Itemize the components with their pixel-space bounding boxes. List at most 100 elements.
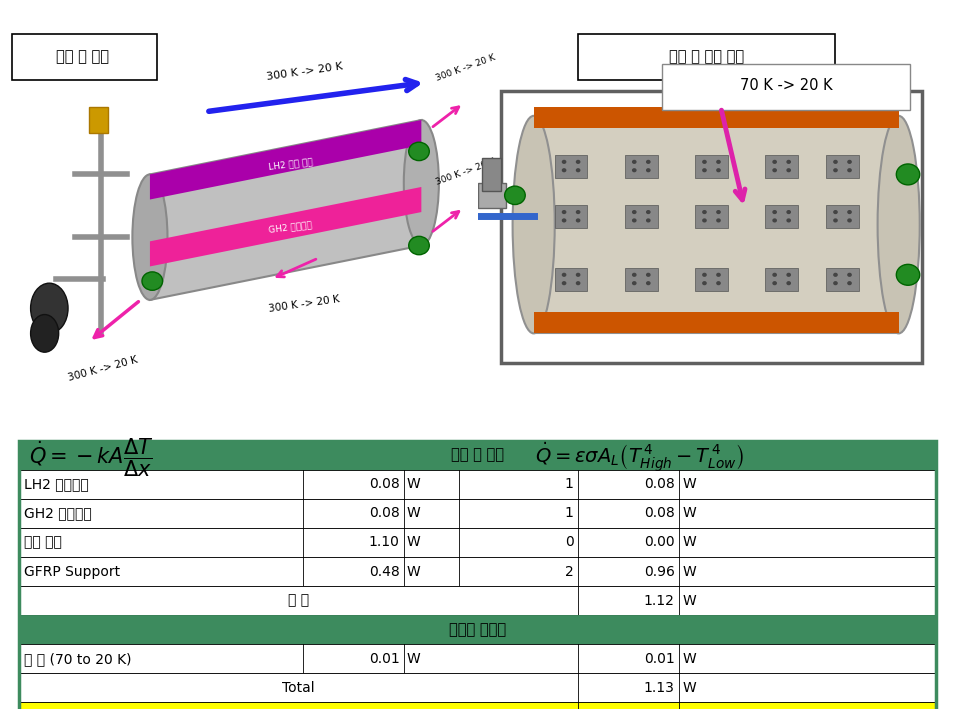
Circle shape bbox=[409, 143, 430, 161]
Circle shape bbox=[562, 210, 566, 214]
Text: 2: 2 bbox=[565, 564, 574, 579]
Ellipse shape bbox=[31, 283, 68, 333]
Circle shape bbox=[773, 281, 777, 285]
Text: 0.00: 0.00 bbox=[644, 535, 674, 549]
Bar bbox=[19, 703, 936, 709]
Circle shape bbox=[773, 210, 777, 214]
Circle shape bbox=[847, 160, 852, 164]
Circle shape bbox=[646, 168, 650, 172]
Circle shape bbox=[646, 210, 650, 214]
Circle shape bbox=[632, 168, 637, 172]
Text: W: W bbox=[682, 506, 696, 520]
Polygon shape bbox=[150, 120, 421, 300]
Circle shape bbox=[632, 273, 637, 277]
Text: 0.96: 0.96 bbox=[644, 564, 674, 579]
Text: 복사열 침입량: 복사열 침입량 bbox=[449, 623, 506, 637]
Text: W: W bbox=[682, 564, 696, 579]
Text: 1.10: 1.10 bbox=[369, 535, 399, 549]
Circle shape bbox=[702, 168, 707, 172]
Circle shape bbox=[897, 264, 920, 285]
Text: LH2 주입포트: LH2 주입포트 bbox=[24, 477, 89, 491]
Circle shape bbox=[576, 273, 581, 277]
Bar bbox=[19, 615, 936, 644]
Bar bbox=[826, 205, 859, 228]
Bar bbox=[19, 528, 936, 557]
Circle shape bbox=[833, 160, 838, 164]
Bar bbox=[695, 205, 728, 228]
Circle shape bbox=[716, 160, 721, 164]
Circle shape bbox=[847, 210, 852, 214]
Text: 센서 포트: 센서 포트 bbox=[24, 535, 61, 549]
Bar bbox=[478, 183, 505, 208]
Bar bbox=[19, 644, 936, 674]
Circle shape bbox=[632, 281, 637, 285]
Ellipse shape bbox=[878, 116, 920, 333]
Bar bbox=[89, 108, 108, 133]
Circle shape bbox=[833, 218, 838, 223]
Circle shape bbox=[646, 160, 650, 164]
Circle shape bbox=[576, 218, 581, 223]
Bar bbox=[625, 268, 658, 291]
Bar bbox=[19, 498, 936, 528]
Circle shape bbox=[142, 272, 162, 290]
Bar bbox=[826, 268, 859, 291]
Circle shape bbox=[576, 210, 581, 214]
Circle shape bbox=[632, 160, 637, 164]
Text: W: W bbox=[407, 477, 421, 491]
Text: W: W bbox=[682, 477, 696, 491]
Circle shape bbox=[773, 160, 777, 164]
FancyBboxPatch shape bbox=[11, 34, 157, 80]
Text: W: W bbox=[682, 535, 696, 549]
Text: 0.08: 0.08 bbox=[369, 477, 399, 491]
Circle shape bbox=[847, 168, 852, 172]
Bar bbox=[555, 205, 587, 228]
Text: 0.01: 0.01 bbox=[369, 652, 399, 666]
Circle shape bbox=[504, 186, 525, 204]
Ellipse shape bbox=[133, 174, 167, 300]
Polygon shape bbox=[534, 108, 899, 128]
Circle shape bbox=[847, 281, 852, 285]
Text: W: W bbox=[682, 593, 696, 608]
Bar bbox=[695, 155, 728, 178]
Text: 0.08: 0.08 bbox=[644, 477, 674, 491]
Text: 300 K -> 20 K: 300 K -> 20 K bbox=[435, 157, 497, 187]
Circle shape bbox=[562, 218, 566, 223]
Text: 1: 1 bbox=[564, 477, 574, 491]
Ellipse shape bbox=[513, 116, 555, 333]
Text: W: W bbox=[682, 681, 696, 695]
Text: 0: 0 bbox=[565, 535, 574, 549]
Bar bbox=[19, 674, 936, 703]
Text: 300 K -> 20 K: 300 K -> 20 K bbox=[435, 52, 497, 82]
Circle shape bbox=[702, 218, 707, 223]
Circle shape bbox=[716, 218, 721, 223]
Text: GH2 배출포트: GH2 배출포트 bbox=[268, 220, 312, 234]
Text: 1: 1 bbox=[564, 506, 574, 520]
Polygon shape bbox=[534, 116, 899, 333]
Circle shape bbox=[786, 168, 791, 172]
Text: W: W bbox=[682, 652, 696, 666]
Text: 0.08: 0.08 bbox=[369, 506, 399, 520]
Circle shape bbox=[646, 273, 650, 277]
Text: 70 K -> 20 K: 70 K -> 20 K bbox=[740, 78, 833, 93]
Circle shape bbox=[833, 273, 838, 277]
Circle shape bbox=[409, 236, 430, 255]
Circle shape bbox=[562, 168, 566, 172]
Ellipse shape bbox=[31, 315, 58, 352]
Circle shape bbox=[576, 281, 581, 285]
Bar bbox=[625, 205, 658, 228]
Circle shape bbox=[786, 210, 791, 214]
Text: 300 K -> 20 K: 300 K -> 20 K bbox=[268, 294, 341, 313]
Text: 총 합 (70 to 20 K): 총 합 (70 to 20 K) bbox=[24, 652, 131, 666]
Bar bbox=[555, 155, 587, 178]
Circle shape bbox=[773, 168, 777, 172]
Bar bbox=[765, 268, 798, 291]
Polygon shape bbox=[150, 187, 421, 267]
Text: $\dot{Q} = -kA\dfrac{\Delta T}{\Delta x}$: $\dot{Q} = -kA\dfrac{\Delta T}{\Delta x}… bbox=[29, 436, 153, 479]
Text: $\dot{Q} = \varepsilon\sigma A_L \left(T_{High}^{\,4} - T_{Low}^{\,4}\right)$: $\dot{Q} = \varepsilon\sigma A_L \left(T… bbox=[535, 441, 744, 474]
Text: W: W bbox=[407, 652, 421, 666]
Circle shape bbox=[847, 273, 852, 277]
Circle shape bbox=[716, 168, 721, 172]
Circle shape bbox=[576, 160, 581, 164]
Text: 300 K -> 20 K: 300 K -> 20 K bbox=[265, 62, 343, 82]
Text: 1.12: 1.12 bbox=[644, 593, 674, 608]
